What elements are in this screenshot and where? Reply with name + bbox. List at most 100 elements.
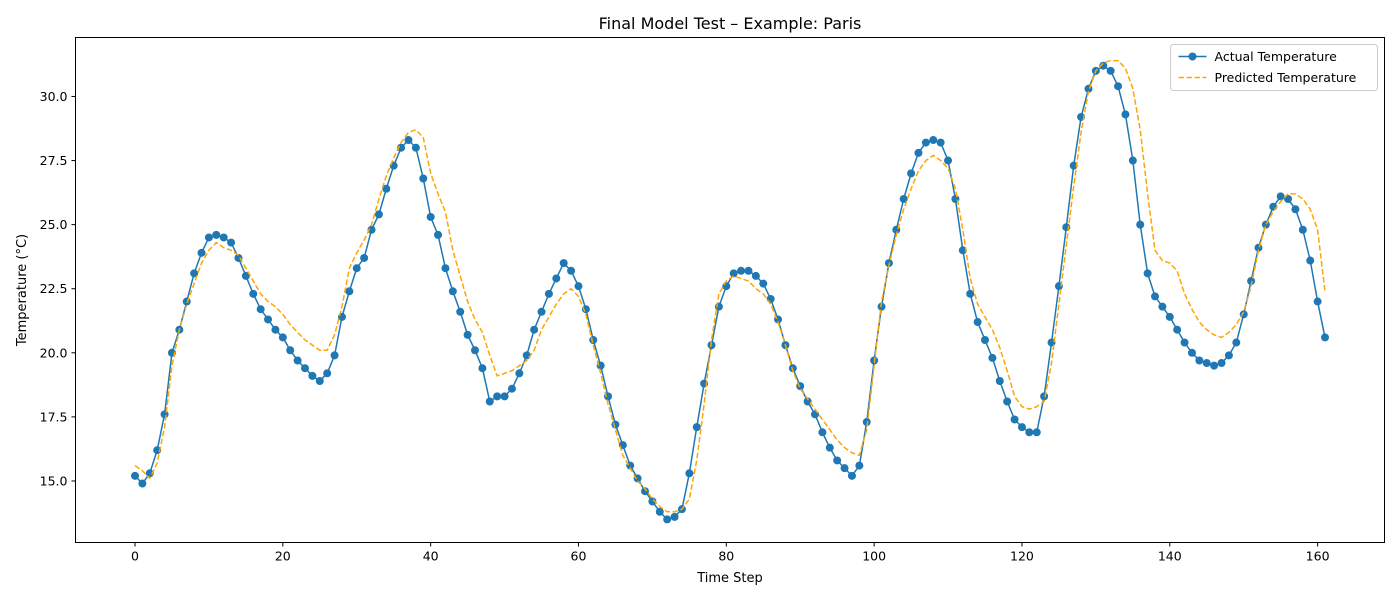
actual-temperature-point xyxy=(648,497,657,506)
legend: Actual Temperature Predicted Temperature xyxy=(1170,44,1378,91)
y-tick-label: 15.0 xyxy=(40,473,68,488)
actual-temperature-point xyxy=(1069,161,1078,170)
x-axis-ticks: 0 20 40 60 80 100 120 140 160 xyxy=(131,542,1330,564)
actual-temperature-point xyxy=(493,392,502,401)
y-axis-ticks: 15.0 17.5 20.0 22.5 25.0 27.5 30.0 xyxy=(40,89,76,488)
actual-temperature-point xyxy=(1003,397,1012,406)
actual-temperature-point xyxy=(944,156,953,165)
actual-temperature-point xyxy=(264,315,273,324)
actual-temperature-point xyxy=(382,184,391,193)
actual-temperature-point xyxy=(1165,312,1174,321)
y-tick-label: 22.5 xyxy=(40,281,68,296)
actual-temperature-point xyxy=(160,410,169,419)
x-tick-label: 60 xyxy=(571,549,587,564)
x-tick-label: 20 xyxy=(275,549,291,564)
actual-temperature-point xyxy=(1195,356,1204,365)
actual-temperature-point xyxy=(1017,423,1026,432)
actual-temperature-point xyxy=(404,136,413,145)
actual-temperature-point xyxy=(153,446,162,455)
actual-temperature-point xyxy=(204,233,213,242)
actual-temperature-point xyxy=(855,461,864,470)
actual-temperature-line xyxy=(134,64,1326,521)
actual-temperature-point xyxy=(552,274,561,283)
legend-box xyxy=(1170,44,1378,91)
actual-temperature-point xyxy=(1217,359,1226,368)
actual-temperature-point xyxy=(840,464,849,473)
actual-temperature-point xyxy=(374,210,383,219)
actual-temperature-point xyxy=(1232,338,1241,347)
actual-temperature-point xyxy=(803,397,812,406)
actual-temperature-point xyxy=(537,307,546,316)
actual-temperature-point xyxy=(411,143,420,152)
x-tick-label: 120 xyxy=(1010,549,1034,564)
actual-temperature-point xyxy=(899,195,908,203)
actual-temperature-point xyxy=(995,377,1004,385)
actual-temperature-point xyxy=(441,264,450,273)
actual-temperature-point xyxy=(574,282,583,291)
predicted-temperature-line xyxy=(134,59,1326,513)
actual-temperature-point xyxy=(641,487,649,496)
x-tick-label: 160 xyxy=(1306,549,1330,564)
actual-temperature-point xyxy=(1136,220,1145,229)
actual-temperature-point xyxy=(1247,277,1256,286)
y-tick-label: 20.0 xyxy=(40,345,68,360)
actual-temperature-point xyxy=(818,428,827,437)
actual-temperature-point xyxy=(589,335,598,344)
actual-temperature-point xyxy=(241,271,250,280)
x-tick-label: 40 xyxy=(423,549,439,564)
actual-temperature-point xyxy=(397,143,406,152)
plot-area xyxy=(75,37,1385,543)
series-layer xyxy=(131,59,1329,524)
actual-temperature-point xyxy=(190,269,199,278)
actual-temperature-point xyxy=(1291,205,1300,214)
chart-title: Final Model Test – Example: Paris xyxy=(599,14,862,33)
actual-temperature-point xyxy=(478,364,487,373)
actual-temperature-point xyxy=(485,397,494,406)
actual-temperature-point xyxy=(530,325,539,334)
actual-temperature-point xyxy=(1040,392,1049,401)
actual-temperature-point xyxy=(434,230,443,239)
actual-temperature-point xyxy=(1158,302,1167,311)
actual-temperature-point xyxy=(308,371,317,380)
actual-temperature-point xyxy=(655,507,664,516)
actual-temperature-point xyxy=(1128,156,1137,165)
y-tick-label: 27.5 xyxy=(40,153,68,168)
actual-temperature-point xyxy=(1106,66,1115,75)
actual-temperature-legend-label: Actual Temperature xyxy=(1215,49,1338,64)
actual-temperature-point xyxy=(330,351,339,360)
x-axis-label: Time Step xyxy=(696,571,763,586)
actual-temperature-point xyxy=(936,138,945,147)
actual-temperature-point xyxy=(862,418,871,427)
actual-temperature-legend-marker xyxy=(1188,52,1197,61)
actual-temperature-point xyxy=(744,266,753,275)
actual-temperature-point xyxy=(500,392,509,401)
actual-temperature-point xyxy=(1025,428,1034,437)
actual-temperature-point xyxy=(670,512,679,521)
actual-temperature-point xyxy=(131,471,139,480)
actual-temperature-point xyxy=(766,294,775,303)
actual-temperature-point xyxy=(1010,415,1019,424)
actual-temperature-point xyxy=(1313,297,1322,306)
actual-temperature-point xyxy=(419,174,428,183)
actual-temperature-point xyxy=(182,297,191,306)
actual-temperature-point xyxy=(271,325,280,334)
actual-temperature-point xyxy=(1187,348,1196,357)
actual-temperature-point xyxy=(286,346,295,355)
actual-temperature-point xyxy=(197,248,206,257)
actual-temperature-point xyxy=(1114,82,1123,91)
actual-temperature-point xyxy=(1239,310,1248,319)
actual-temperature-point xyxy=(1298,225,1307,234)
actual-temperature-point xyxy=(833,456,842,465)
actual-temperature-point xyxy=(138,479,147,488)
actual-temperature-point xyxy=(751,271,760,280)
actual-temperature-point xyxy=(981,335,989,344)
actual-temperature-point xyxy=(544,289,553,298)
actual-temperature-point xyxy=(345,287,354,296)
actual-temperature-point xyxy=(293,356,302,365)
actual-temperature-point xyxy=(958,246,967,255)
actual-temperature-point xyxy=(1032,428,1041,437)
actual-temperature-point xyxy=(352,264,361,273)
y-tick-label: 30.0 xyxy=(40,89,68,104)
actual-temperature-point xyxy=(301,364,309,373)
